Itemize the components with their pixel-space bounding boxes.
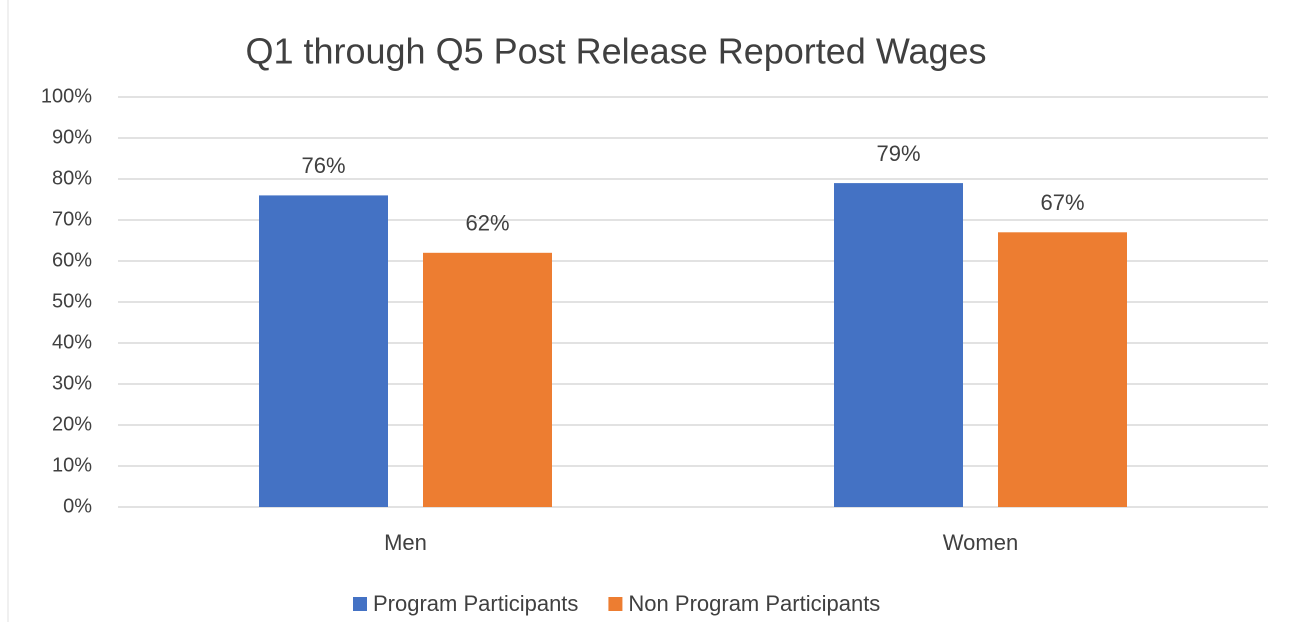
legend-swatch bbox=[353, 597, 367, 611]
legend-label: Non Program Participants bbox=[628, 591, 880, 616]
bar bbox=[834, 183, 963, 507]
y-tick-label: 90% bbox=[52, 126, 92, 148]
legend-label: Program Participants bbox=[373, 591, 578, 616]
y-tick-label: 0% bbox=[63, 495, 92, 517]
x-tick-label: Men bbox=[384, 530, 427, 555]
bar bbox=[423, 252, 552, 507]
y-tick-label: 40% bbox=[52, 331, 92, 353]
y-tick-label: 10% bbox=[52, 454, 92, 476]
bar bbox=[998, 232, 1127, 508]
y-tick-label: 30% bbox=[52, 372, 92, 394]
bar bbox=[259, 195, 388, 507]
data-label: 67% bbox=[1040, 190, 1084, 215]
data-label: 76% bbox=[301, 153, 345, 178]
data-label: 79% bbox=[876, 141, 920, 166]
y-tick-label: 70% bbox=[52, 208, 92, 230]
y-tick-label: 80% bbox=[52, 167, 92, 189]
data-label: 62% bbox=[465, 211, 509, 236]
legend-swatch bbox=[608, 597, 623, 611]
y-tick-label: 50% bbox=[52, 290, 92, 312]
y-tick-label: 100% bbox=[41, 85, 92, 107]
chart-title: Q1 through Q5 Post Release Reported Wage… bbox=[245, 31, 986, 72]
y-tick-label: 20% bbox=[52, 413, 92, 435]
x-tick-label: Women bbox=[943, 530, 1018, 555]
y-tick-label: 60% bbox=[52, 249, 92, 271]
